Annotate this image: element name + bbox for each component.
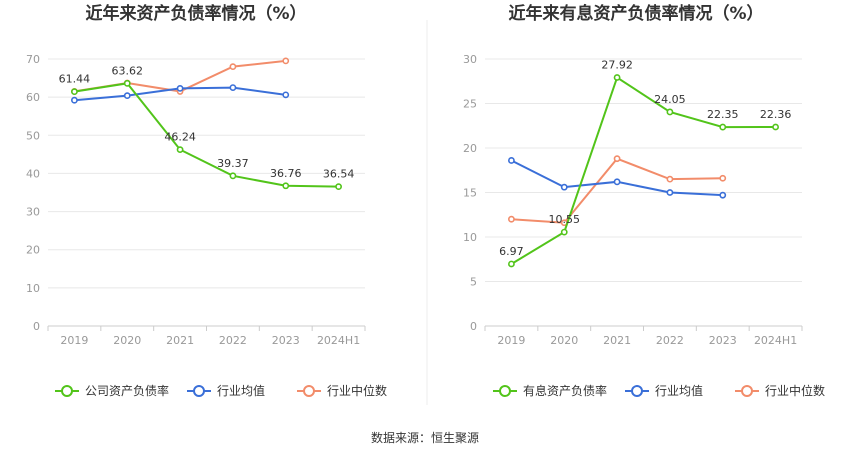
legend-marker [61,385,73,397]
y-tick-label: 20 [463,142,477,155]
series-line [511,157,723,224]
legend-marker [741,385,753,397]
data-point [282,182,290,190]
legend-label: 行业中位数 [327,383,387,398]
data-point [613,74,621,81]
legend-label: 行业均值 [655,383,703,398]
data-point [229,172,237,180]
data-point [71,96,78,104]
y-tick-label: 20 [26,244,40,257]
data-point [719,123,727,131]
data-point [666,189,674,196]
data-point [560,228,568,236]
data-point [71,88,78,96]
x-tick-label: 2021 [166,334,194,347]
x-tick-label: 2021 [603,334,631,347]
data-label: 46.24 [164,131,196,144]
data-label: 22.36 [760,108,792,121]
y-tick-label: 60 [26,91,40,104]
legend-marker [303,385,315,397]
source-note: 数据来源：恒生聚源 [371,430,479,445]
legend-label: 行业中位数 [765,383,825,398]
data-label: 27.92 [601,59,633,72]
x-tick-label: 2019 [60,334,88,347]
data-label: 36.76 [270,167,302,180]
x-tick-label: 2020 [113,334,141,347]
data-point [560,183,568,191]
data-point [613,178,621,186]
data-point [508,260,515,268]
data-point [719,191,727,199]
data-label: 63.62 [112,64,144,77]
data-label: 39.37 [217,157,249,170]
data-point [508,215,515,223]
series-line [74,82,339,188]
chart-title: 近年来资产负债率情况（%） [85,3,306,24]
data-point [613,155,621,163]
y-tick-label: 0 [470,320,477,333]
chart-title: 近年来有息资产负债率情况（%） [508,3,763,24]
data-label: 61.44 [59,73,91,86]
y-tick-label: 25 [463,98,477,111]
data-label: 10.55 [549,213,581,226]
legend-label: 有息资产负债率 [523,383,607,398]
legend-label: 公司资产负债率 [85,383,169,398]
y-tick-label: 70 [26,53,40,66]
legend-label: 行业均值 [217,383,265,398]
data-point [282,91,290,99]
data-point [123,92,131,100]
data-label: 36.54 [323,168,355,181]
y-tick-label: 50 [26,129,40,142]
legend-marker [499,385,511,397]
series-line [510,75,776,265]
x-tick-label: 2022 [656,334,684,347]
y-tick-label: 5 [470,276,477,289]
y-tick-label: 15 [463,187,477,200]
data-label: 24.05 [654,93,686,106]
x-tick-label: 2019 [497,334,525,347]
chart-interest-bearing-debt-ratio: 近年来有息资产负债率情况（%） 0 5 10 15 20 25 30 2019 2020 2021 2… [463,3,825,398]
data-point [176,84,184,92]
data-point [666,175,674,183]
data-point [772,123,779,131]
y-tick-label: 0 [33,320,40,333]
x-tick-label: 2020 [550,334,578,347]
y-tick-label: 10 [26,282,40,295]
data-point [335,183,342,191]
y-tick-label: 10 [463,231,477,244]
y-tick-label: 30 [463,53,477,66]
legend-marker [631,385,643,397]
x-tick-label: 2023 [709,334,737,347]
data-point [229,84,237,92]
chart-debt-ratio: 近年来资产负债率情况（%） 0 10 20 30 40 50 60 70 2019 2020 2021… [26,3,387,398]
y-tick-label: 40 [26,167,40,180]
y-tick-label: 30 [26,206,40,219]
x-tick-label: 2022 [219,334,247,347]
data-point [229,63,237,71]
data-label: 22.35 [707,108,739,121]
data-point [508,157,515,164]
data-point [719,174,727,182]
x-tick-label: 2024H1 [317,334,360,347]
data-label: 6.97 [499,245,524,258]
data-point [282,57,290,65]
data-point [176,146,184,154]
x-tick-label: 2023 [272,334,300,347]
legend-marker [193,385,205,397]
x-tick-label: 2024H1 [754,334,797,347]
data-point [666,108,674,116]
data-point [123,79,131,87]
